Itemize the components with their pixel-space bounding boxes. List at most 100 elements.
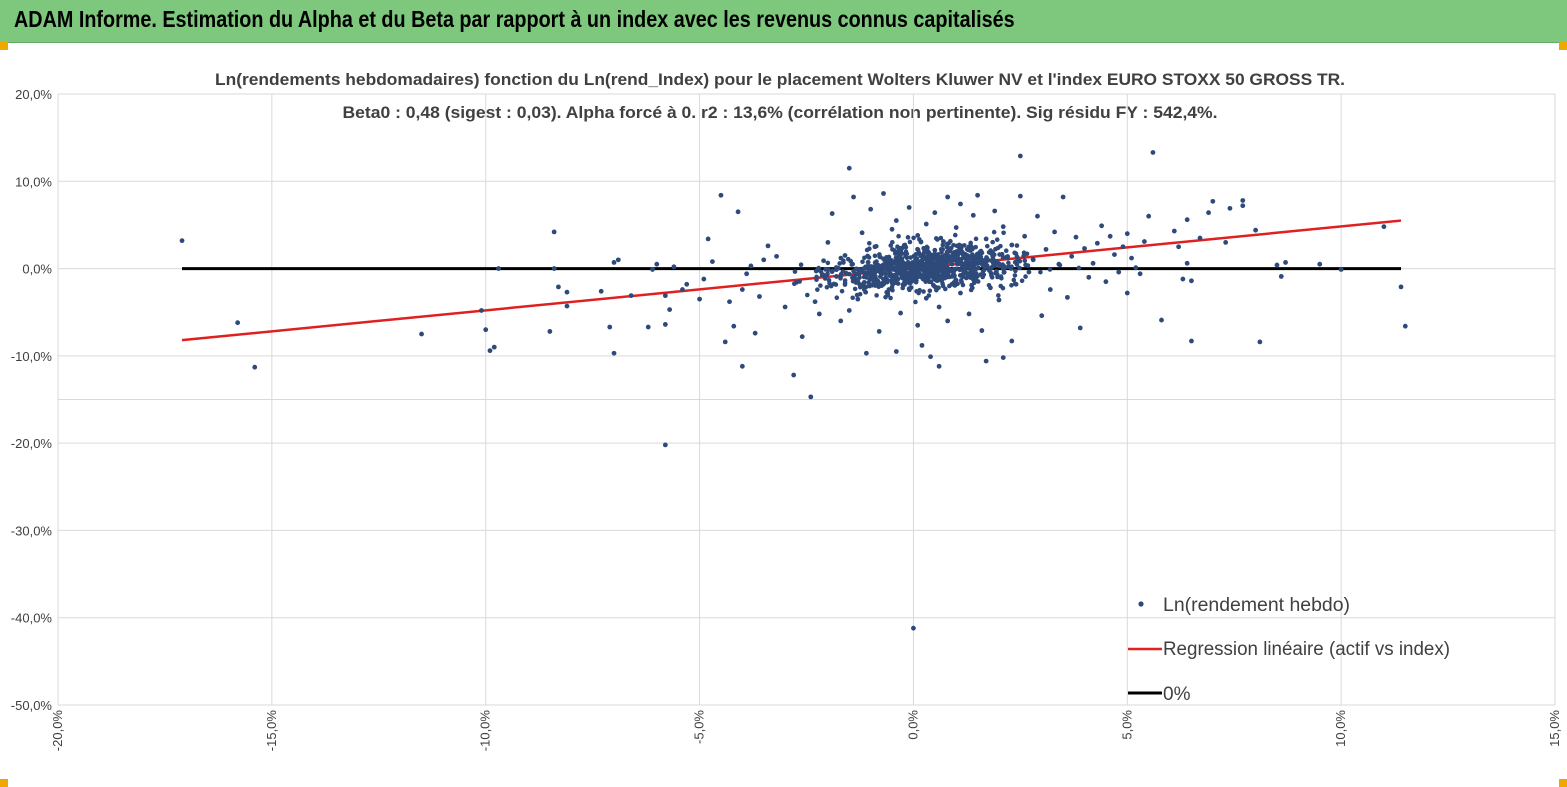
scatter-point: [940, 239, 946, 244]
scatter-point: [913, 279, 919, 285]
scatter-point: [842, 282, 848, 287]
scatter-point: [995, 245, 1001, 251]
scatter-point: [1240, 203, 1246, 209]
scatter-point: [850, 295, 856, 301]
scatter-point: [863, 350, 869, 356]
scatter-point: [628, 293, 634, 299]
scatter-point: [885, 260, 890, 265]
scatter-point: [1120, 244, 1126, 250]
scatter-point: [765, 243, 771, 249]
scatter-point: [1014, 259, 1020, 264]
scatter-point: [866, 240, 872, 246]
scatter-point: [994, 237, 1000, 242]
scatter-point: [919, 342, 925, 348]
scatter-point: [1009, 282, 1014, 288]
scatter-point: [479, 308, 484, 313]
scatter-point: [813, 268, 819, 274]
scatter-point: [870, 276, 876, 281]
scatter-point: [1076, 265, 1082, 271]
scatter-point: [864, 284, 869, 290]
scatter-point: [1012, 273, 1018, 278]
scatter-point: [877, 281, 883, 287]
scatter-point: [1086, 274, 1092, 280]
y-tick-label: -50,0%: [11, 698, 53, 713]
scatter-point: [996, 297, 1002, 303]
scatter-point: [969, 267, 975, 272]
scatter-point: [1274, 262, 1280, 268]
y-tick-label: -40,0%: [11, 611, 53, 626]
scatter-point: [917, 287, 922, 293]
regression-line: [181, 219, 1402, 342]
scatter-point: [1052, 229, 1057, 235]
scatter-point: [1180, 276, 1186, 282]
scatter-point: [944, 254, 949, 260]
scatter-point: [1009, 242, 1015, 248]
scatter-point: [893, 349, 899, 354]
scatter-point: [973, 244, 978, 250]
scatter-point: [782, 304, 788, 310]
scatter-point: [923, 256, 928, 262]
scatter-point: [872, 264, 877, 269]
y-tick-label: 0,0%: [22, 262, 52, 277]
scatter-point: [830, 268, 835, 274]
scatter-point: [1017, 153, 1023, 159]
scatter-point: [958, 290, 963, 296]
x-tick-label: -5,0%: [692, 710, 707, 744]
scatter-point: [915, 247, 921, 252]
scatter-point: [890, 239, 895, 245]
scatter-point: [868, 206, 874, 212]
scatter-point: [752, 330, 758, 336]
scatter-point: [654, 261, 660, 267]
scatter-point: [598, 288, 604, 294]
scatter-point: [876, 329, 882, 334]
scatter-point: [953, 257, 958, 263]
scatter-point: [799, 334, 805, 340]
scatter-point: [970, 212, 976, 218]
scatter-point: [913, 252, 919, 257]
scatter-point: [662, 442, 668, 448]
scatter-point: [890, 282, 895, 287]
scatter-point: [971, 280, 977, 286]
scatter-point: [564, 289, 570, 295]
scatter-point: [979, 328, 985, 333]
scatter-point: [874, 243, 879, 249]
scatter-point: [1099, 223, 1105, 229]
scatter-point: [852, 286, 858, 292]
scatter-point: [935, 278, 941, 283]
scatter-point: [877, 274, 883, 279]
scatter-point: [841, 260, 846, 265]
scatter-point: [939, 249, 944, 255]
scatter-point: [551, 266, 557, 271]
scatter-point: [863, 289, 868, 295]
scatter-point: [923, 265, 928, 271]
scatter-point: [968, 287, 974, 293]
scatter-point: [897, 268, 903, 274]
scatter-point: [958, 201, 963, 207]
scatter-point: [944, 241, 950, 247]
x-tick-label: 15,0%: [1547, 710, 1562, 747]
scatter-point: [842, 253, 848, 258]
axis-layer: 20,0% 10,0% 0,0% -10,0% -20,0% -30,0% -40,0% -5…: [11, 87, 1562, 751]
scatter-point: [483, 327, 489, 333]
scatter-point: [964, 246, 970, 252]
scatter-point: [705, 236, 711, 242]
scatter-point: [1082, 246, 1087, 251]
scatter-point: [744, 271, 750, 277]
scatter-point: [1227, 205, 1233, 211]
scatter-point: [611, 350, 617, 356]
scatter-point: [1017, 193, 1023, 199]
scatter-point: [834, 295, 840, 300]
scatter-point: [862, 280, 867, 285]
scatter-point: [992, 208, 998, 214]
scatter-point: [662, 293, 668, 299]
scatter-point: [912, 267, 917, 272]
scatter-point: [907, 264, 913, 270]
chart-title-line-2: Beta0 : 0,48 (sigest : 0,03). Alpha forc…: [343, 103, 1218, 122]
scatter-point: [857, 284, 863, 290]
scatter-point: [727, 299, 732, 305]
corner-marker-bottom-right: [1559, 779, 1567, 787]
scatter-point: [1022, 233, 1028, 239]
scatter-point: [926, 278, 932, 283]
scatter-point: [998, 283, 1004, 289]
scatter-point: [908, 255, 913, 260]
